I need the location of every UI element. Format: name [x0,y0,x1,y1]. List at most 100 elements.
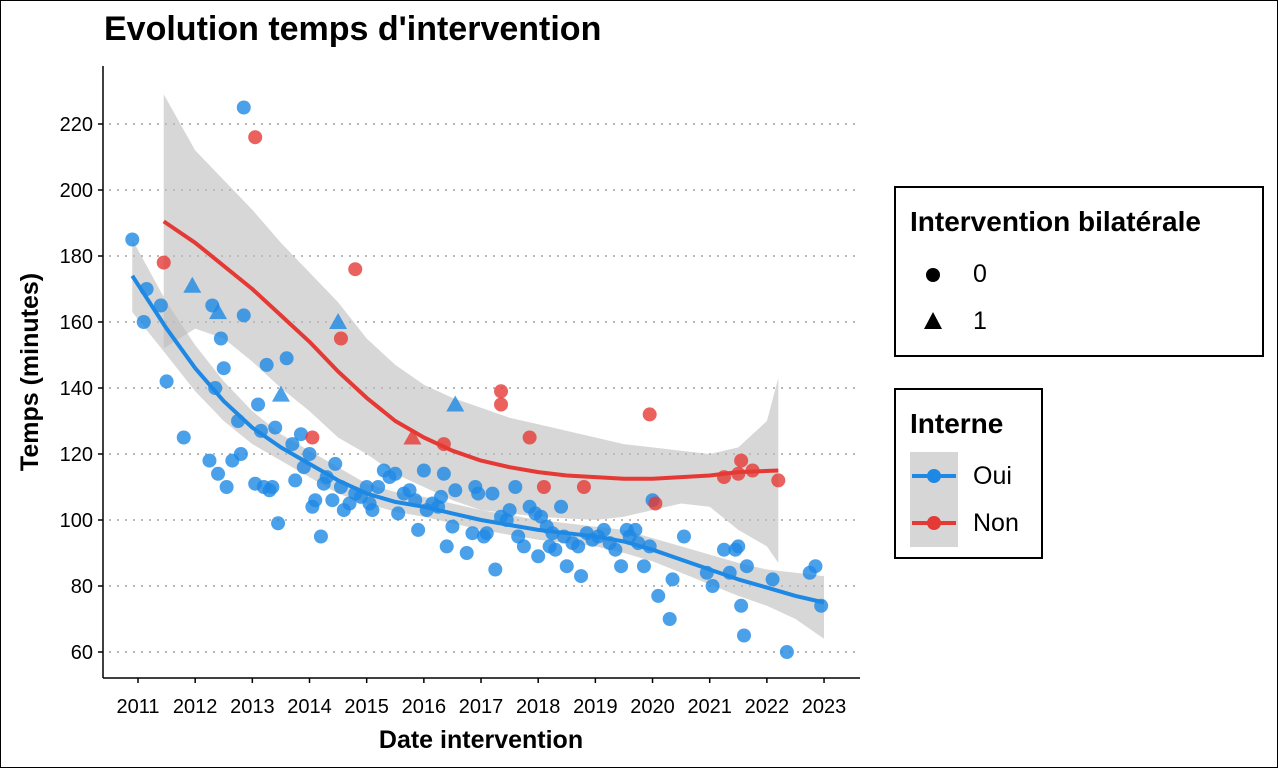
point-circle-oui [325,493,340,508]
point-circle-oui [313,529,328,544]
point-circle-oui [628,522,643,537]
point-circle-oui [391,506,406,521]
point-circle-non [333,331,348,346]
ci-band-non [163,94,779,563]
point-circle-oui [814,598,829,613]
point-circle-oui [219,480,234,494]
point-circle-oui [488,562,503,577]
point-circle-oui [268,420,283,435]
y-tick-label: 160 [60,312,93,334]
legend-circle-symbol [926,268,940,282]
point-circle-oui [208,381,223,395]
point-circle-oui [159,374,174,389]
y-tick-label: 120 [60,444,93,466]
point-circle-oui [739,559,754,574]
point-triangle-oui [209,303,228,320]
point-circle-oui [333,480,348,494]
point-circle-oui [411,522,426,537]
point-circle-oui [608,542,623,557]
point-circle-non [348,262,363,277]
legend-color-title: Interne [910,408,1004,439]
point-circle-oui [737,628,752,643]
point-circle-oui [642,539,657,554]
point-circle-non [734,453,749,468]
legend-shape: Intervention bilatérale 0 1 [894,186,1264,357]
x-tick-label: 2020 [630,696,675,718]
point-circle-oui [479,526,494,541]
point-circle-oui [448,483,463,498]
legend-color: Interne Oui Non [894,388,1043,559]
point-circle-oui [808,559,823,574]
point-circle-oui [734,598,749,613]
point-circle-oui [265,480,280,494]
point-circle-oui [516,539,531,554]
point-circle-oui [236,308,251,323]
point-circle-oui [731,539,746,554]
point-circle-oui [359,480,374,494]
point-circle-oui [293,427,308,442]
point-circle-oui [665,572,680,587]
x-tick-label: 2023 [802,696,847,718]
point-circle-oui [651,588,666,603]
point-circle-oui [139,282,154,296]
point-triangle-non [403,428,422,445]
point-circle-oui [279,351,294,366]
x-tick-label: 2019 [573,696,618,718]
point-circle-oui [302,447,317,461]
y-axis-label: Temps (minutes) [16,273,44,471]
point-circle-oui [722,565,737,580]
ci-band-oui [132,239,825,639]
x-axis-label: Date intervention [379,726,583,754]
point-circle-oui [636,559,651,574]
point-circle-oui [574,569,589,584]
point-circle-oui [153,298,168,313]
legend-color-label-non: Non [973,509,1019,537]
y-tick-label: 200 [60,180,93,202]
point-circle-oui [465,526,480,541]
x-tick-label: 2022 [745,696,790,718]
point-circle-non [494,384,509,399]
point-circle-non [745,463,760,478]
point-circle-oui [614,559,629,574]
point-circle-oui [125,232,140,247]
point-circle-non [576,480,591,494]
point-circle-oui [545,526,560,541]
legend-shape-label-0: 0 [973,260,987,288]
chart-title: Evolution temps d'intervention [104,10,602,48]
x-tick-label: 2011 [116,696,159,718]
x-tick-label: 2017 [459,696,504,718]
point-circle-oui [251,397,266,412]
point-circle-non [771,473,786,488]
point-circle-oui [471,486,486,501]
smooth-line-non [162,219,779,481]
point-circle-oui [571,539,586,554]
point-circle-oui [176,430,191,445]
point-circle-oui [271,516,286,531]
point-circle-non [642,407,657,422]
point-circle-oui [328,456,343,471]
legend-oui-key [910,452,958,500]
point-circle-oui [296,460,311,475]
point-circle-oui [213,331,228,346]
point-circle-oui [716,542,731,557]
point-circle-non [716,470,731,485]
x-tick-label: 2014 [287,696,332,718]
point-circle-oui [436,466,451,481]
point-circle-non [305,430,320,445]
point-circle-oui [408,493,423,508]
point-circle-oui [485,486,500,501]
y-tick-label: 80 [71,576,93,598]
point-circle-oui [559,559,574,574]
point-circle-oui [502,503,517,518]
legend-non-key [910,499,958,547]
point-circle-oui [662,612,677,626]
point-circle-oui [371,480,386,494]
point-triangle-oui [271,385,290,402]
point-circle-oui [216,361,231,376]
point-circle-non [248,130,263,145]
point-circle-oui [365,503,380,518]
y-tick-label: 220 [60,114,93,136]
point-circle-non [648,496,663,511]
axes: 60 80 100 120 140 160 180 200 220 2011 2012 2013 201… [60,66,860,718]
legend-shape-title: Intervention bilatérale [910,206,1201,237]
